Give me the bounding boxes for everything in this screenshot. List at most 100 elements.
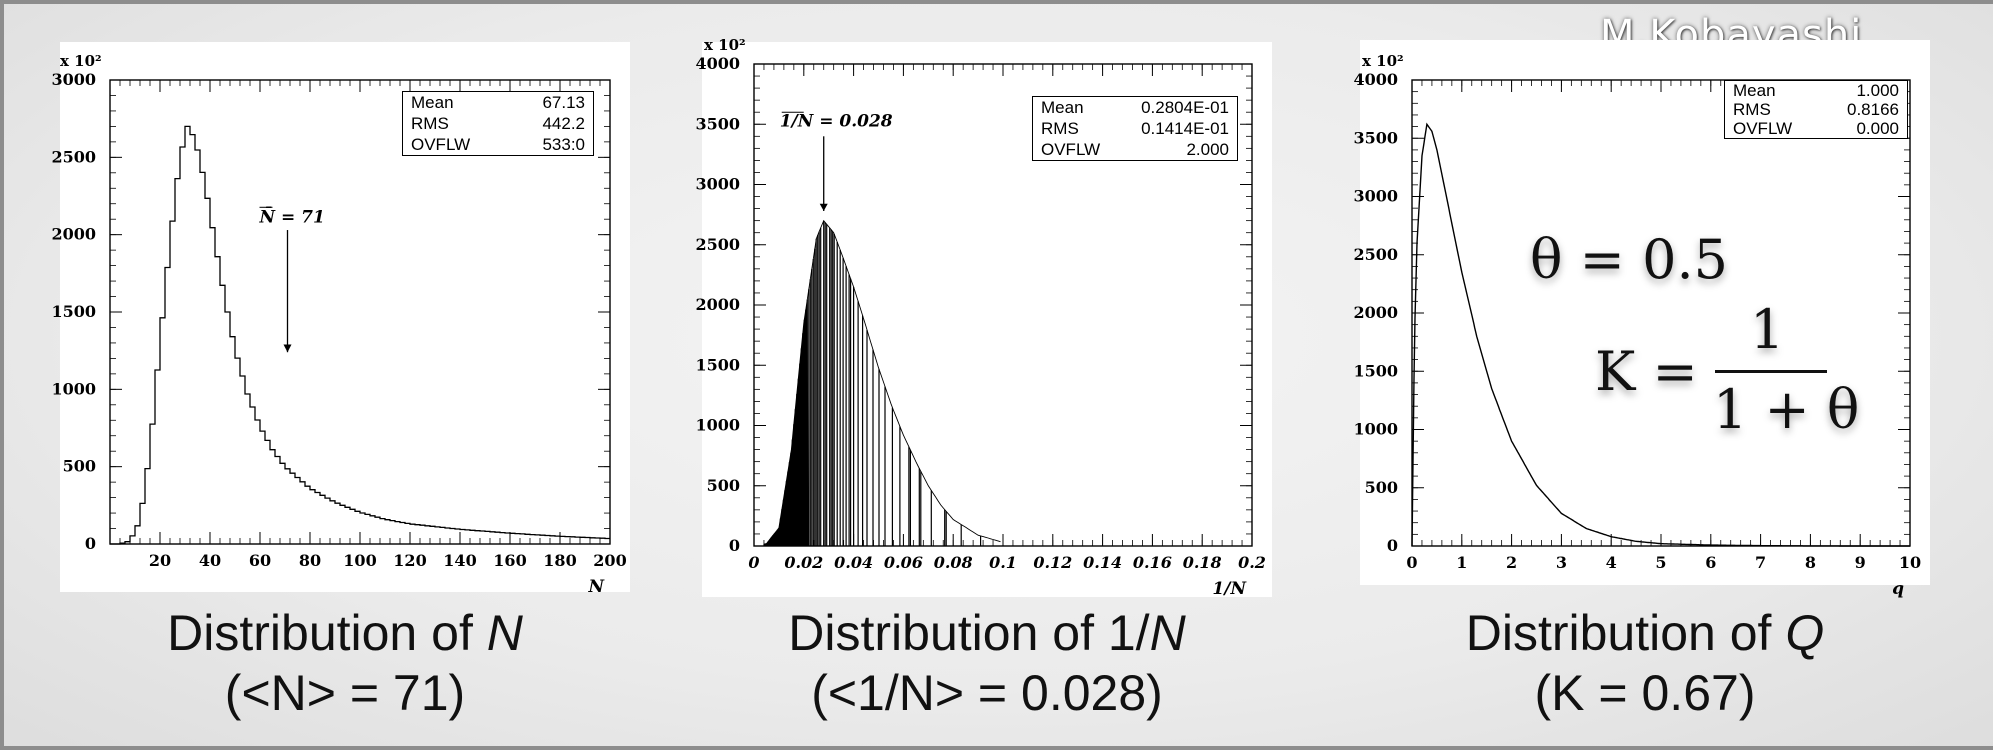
y-tick-label: 1500 [1353,361,1398,380]
y-tick-label: 500 [707,476,740,495]
chart-panel-q: 0 500 1000 1500 2000 2500 3000 3500 4000 x 10² 0 1 2… [1353,40,1930,599]
histogram-envelope [763,219,1001,545]
mean-arrowhead [819,203,828,212]
caption-inverse-n-var: N [1149,605,1186,661]
stat-value: 67.13 [542,93,585,112]
caption-inverse-n-prefix: Distribution of 1/ [788,605,1150,661]
x-tick-label: 3 [1556,553,1567,572]
y-tick-label: 1000 [695,416,740,435]
y-tick-label: 1500 [695,355,740,374]
x-tick-label: 0.2 [1238,553,1266,572]
x-tick-label: 80 [299,551,321,570]
y-tick-label: 2000 [695,295,740,314]
x-tick-label: 7 [1755,553,1766,572]
caption-inverse-n-line2: (<1/N> = 0.028) [811,665,1163,721]
k-formula-denominator: 1 + θ [1713,378,1860,441]
y-tick-label: 0 [85,534,96,553]
y-tick-label: 500 [63,457,96,476]
theta-formula: θ = 0.5 [1530,228,1728,291]
stat-value: 2.000 [1186,140,1229,159]
y-tick-label: 1000 [51,379,96,398]
chart-panel-n: 0 500 1000 1500 2000 2500 3000 x 10² 20 40 60 80 100… [51,42,630,597]
x-tick-label: 0.04 [834,553,873,572]
x-tick-label: 20 [149,551,171,570]
y-tick-label: 4000 [1353,70,1398,89]
x-tick-label: 0.16 [1133,553,1172,572]
stats-box-n: Mean 67.13 RMS 442.2 OVFLW 533:0 [402,91,594,156]
y-tick-label: 500 [1365,478,1398,497]
histogram-dense-fill [763,297,809,546]
x-tick-label: 0.02 [784,553,823,572]
y-tick-label: 1500 [51,302,96,321]
y-tick-label: 3000 [695,175,740,194]
caption-q-var: Q [1785,605,1825,661]
mean-arrowhead [283,344,292,353]
y-scale-label: x 10² [60,52,102,70]
x-tick-label: 120 [393,551,426,570]
y-tick-label: 3000 [51,70,96,89]
caption-n-var: N [486,605,523,661]
x-tick-label: 0 [1406,553,1417,572]
y-tick-label: 3000 [1353,187,1398,206]
caption-q-line1: Distribution of Q [1360,603,1930,663]
stats-box-q: Mean 1.000 RMS 0.8166 OVFLW 0.000 [1724,80,1908,139]
caption-q-prefix: Distribution of [1465,605,1786,661]
caption-n-line1: Distribution of N [60,603,630,663]
stat-label: Mean [1733,81,1776,100]
x-axis-label: 1/N [1212,579,1247,599]
x-tick-label: 0 [748,553,759,572]
stat-label: OVFLW [1041,140,1101,159]
x-tick-label: 0.1 [989,553,1017,572]
x-tick-label: 200 [593,551,626,570]
stat-label: Mean [1041,98,1084,117]
k-formula-bar [1715,370,1827,373]
x-tick-label: 180 [543,551,576,570]
y-tick-label: 0 [1387,536,1398,555]
density-curve [1411,122,1910,547]
x-axis-label: q [1892,579,1904,599]
stat-label: RMS [1041,119,1079,138]
y-tick-label: 4000 [695,54,740,73]
stat-value: 442.2 [542,114,585,133]
y-tick-label: 2000 [1353,303,1398,322]
x-tick-label: 1 [1456,553,1467,572]
x-tick-label: 5 [1655,553,1666,572]
stat-value: 1.000 [1856,81,1899,100]
stat-value: 0.2804E-01 [1141,98,1229,117]
y-scale-label: x 10² [704,36,746,54]
caption-inverse-n: Distribution of 1/N (<1/N> = 0.028) [702,603,1272,723]
k-formula-lhs: K = [1595,340,1698,403]
y-tick-label: 3500 [695,114,740,133]
k-formula: K = 1 1 + θ [1595,298,1895,441]
x-tick-label: 100 [343,551,376,570]
y-tick-label: 3500 [1353,128,1398,147]
x-tick-label: 9 [1855,553,1866,572]
x-tick-label: 140 [443,551,476,570]
stat-value: 0.000 [1856,119,1899,138]
stat-label: OVFLW [1733,119,1793,138]
x-tick-label: 60 [249,551,271,570]
y-tick-label: 1000 [1353,420,1398,439]
x-tick-label: 0.06 [884,553,923,572]
theta-formula-text: θ = 0.5 [1530,228,1728,291]
stats-box-inverse-n: Mean 0.2804E-01 RMS 0.1414E-01 OVFLW 2.000 [1032,96,1238,161]
caption-n: Distribution of N (<N> = 71) [60,603,630,723]
y-tick-label: 2000 [51,225,96,244]
caption-q-line2: (K = 0.67) [1534,665,1756,721]
x-tick-label: 0.14 [1083,553,1122,572]
stat-label: RMS [411,114,449,133]
stat-value: 0.8166 [1847,100,1899,119]
stat-label: OVFLW [411,135,471,154]
stat-label: Mean [411,93,454,112]
x-tick-label: 0.18 [1183,553,1222,572]
caption-q: Distribution of Q (K = 0.67) [1360,603,1930,723]
caption-inverse-n-line1: Distribution of 1/N [702,603,1272,663]
histogram-series [110,125,610,545]
y-tick-label: 2500 [1353,245,1398,264]
caption-n-prefix: Distribution of [167,605,487,661]
mean-annotation: 1/N = 0.028 [780,112,893,132]
x-tick-label: 2 [1506,553,1517,572]
